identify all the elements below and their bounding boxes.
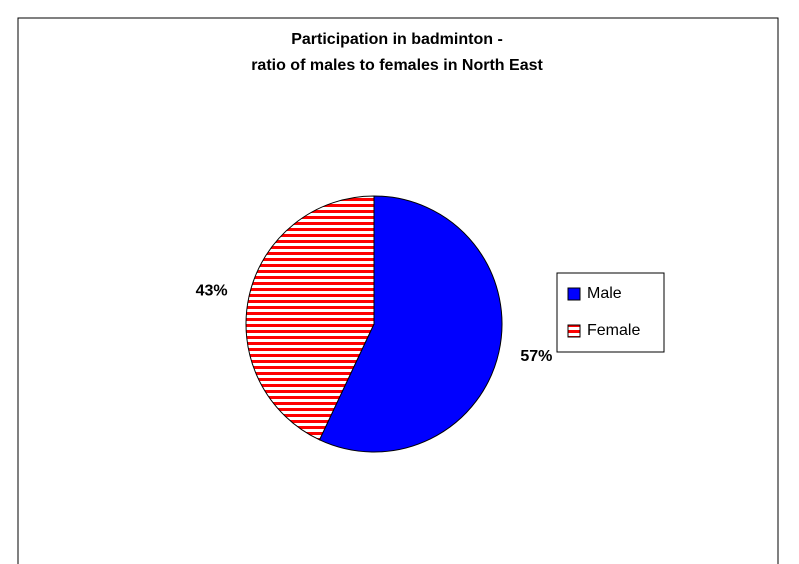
value-label: 57%: [520, 348, 552, 365]
legend-swatch: [567, 287, 581, 301]
legend-swatch: [567, 324, 581, 338]
chart-title: ratio of males to females in North East: [251, 57, 543, 74]
pie-slice: [245, 195, 375, 441]
pie-slice: [318, 195, 503, 453]
legend-label: Female: [587, 322, 640, 339]
legend-box: [556, 272, 665, 353]
value-label: 43%: [196, 282, 228, 299]
chart-title: Participation in badminton -: [291, 31, 503, 48]
legend-label: Male: [587, 285, 622, 302]
